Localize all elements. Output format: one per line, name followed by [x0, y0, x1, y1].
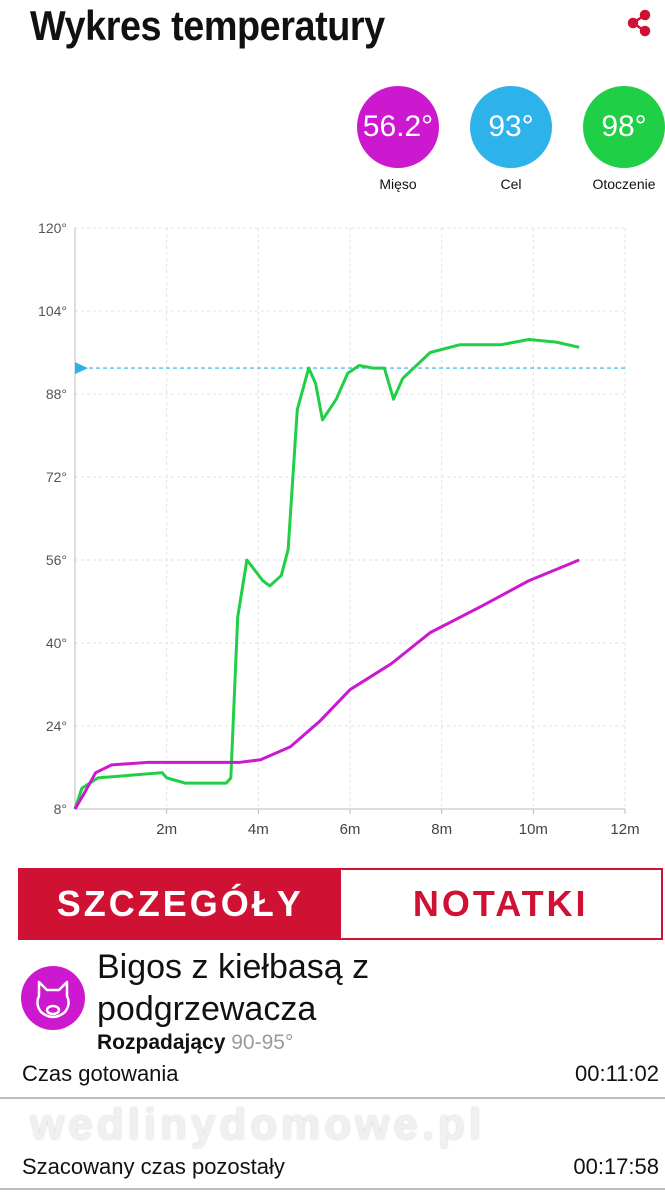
x-tick-label: 6m	[340, 821, 361, 838]
recipe-name: Bigos z kiełbasą z podgrzewacza	[97, 948, 370, 1028]
y-tick-label: 24°	[46, 718, 67, 734]
target-marker	[75, 362, 88, 375]
target-temp-circle: 93°	[470, 86, 552, 168]
series-line-ambient	[73, 338, 580, 810]
series-line-meat	[73, 558, 580, 810]
x-tick-label: 4m	[248, 821, 269, 838]
divider	[0, 1097, 665, 1099]
x-tick-label: 2m	[156, 821, 177, 838]
y-tick-label: 8°	[54, 801, 67, 817]
probe-ambient[interactable]: 98° Otoczenie	[583, 86, 665, 192]
cooking-time-label: Czas gotowania	[22, 1061, 179, 1086]
meat-label: Mięso	[379, 176, 417, 192]
divider	[0, 1188, 665, 1190]
pig-icon	[21, 966, 85, 1030]
y-tick-label: 40°	[46, 635, 67, 651]
meat-temp-circle: 56.2°	[357, 86, 439, 168]
ambient-temp-circle: 98°	[583, 86, 665, 168]
share-icon[interactable]	[624, 8, 654, 38]
ambient-label: Otoczenie	[592, 176, 656, 192]
doneness-label: Rozpadający	[97, 1031, 226, 1054]
cooking-time-value: 00:11:02	[574, 1061, 659, 1086]
tab-notes[interactable]: NOTATKI	[340, 870, 661, 938]
y-tick-label: 104°	[38, 303, 67, 319]
watermark: wedlinydomowe.pl	[30, 1100, 486, 1149]
y-tick-label: 72°	[46, 469, 67, 485]
x-tick-label: 12m	[610, 821, 639, 838]
tab-details[interactable]: SZCZEGÓŁY	[20, 870, 341, 938]
doneness-range: 90-95°	[231, 1031, 294, 1054]
remaining-time-row: Szacowany czas pozostały 00:17:58	[22, 1154, 659, 1180]
target-label: Cel	[500, 176, 522, 192]
page-title: Wykres temperatury	[30, 2, 385, 49]
cooking-time-row: Czas gotowania 00:11:02	[22, 1061, 659, 1087]
tab-bar: SZCZEGÓŁY NOTATKI	[18, 868, 663, 940]
probe-target[interactable]: 93° Cel	[470, 86, 552, 192]
x-tick-label: 10m	[519, 821, 548, 838]
remaining-time-value: 00:17:58	[573, 1154, 659, 1179]
probe-meat[interactable]: 56.2° Mięso	[357, 86, 439, 192]
x-tick-label: 8m	[431, 821, 452, 838]
doneness: Rozpadający 90-95°	[97, 1031, 293, 1055]
y-tick-label: 120°	[38, 220, 67, 236]
temperature-chart: 8° 24° 40° 56° 72° 88° 104° 120° 2m 4m 6m 8m 10m 12m	[38, 220, 640, 838]
y-tick-label: 56°	[46, 552, 67, 568]
remaining-time-label: Szacowany czas pozostały	[22, 1154, 285, 1179]
y-tick-label: 88°	[46, 386, 67, 402]
